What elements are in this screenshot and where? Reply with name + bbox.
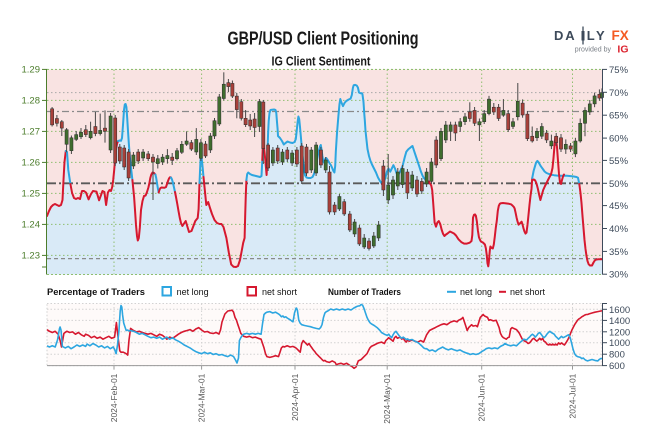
svg-text:800: 800 xyxy=(609,350,625,361)
svg-text:Number of Traders: Number of Traders xyxy=(328,287,401,297)
svg-text:600: 600 xyxy=(609,361,625,372)
svg-text:1.24: 1.24 xyxy=(22,219,41,230)
svg-text:Percentage of Traders: Percentage of Traders xyxy=(47,287,145,297)
svg-text:1600: 1600 xyxy=(609,305,630,316)
svg-text:40%: 40% xyxy=(609,224,629,235)
svg-text:1.29: 1.29 xyxy=(22,64,41,75)
svg-text:net short: net short xyxy=(262,287,298,297)
svg-text:2024-Feb-01: 2024-Feb-01 xyxy=(109,373,119,422)
svg-text:2024-Mar-01: 2024-Mar-01 xyxy=(197,373,207,422)
svg-text:1.26: 1.26 xyxy=(22,157,41,168)
svg-text:net long: net long xyxy=(460,287,492,297)
svg-text:IG: IG xyxy=(617,44,628,56)
svg-text:60%: 60% xyxy=(609,134,629,145)
svg-text:1200: 1200 xyxy=(609,327,630,338)
svg-text:2024-May-01: 2024-May-01 xyxy=(382,373,392,423)
svg-text:65%: 65% xyxy=(609,111,629,122)
svg-text:L: L xyxy=(587,28,595,43)
svg-text:1.23: 1.23 xyxy=(22,250,41,261)
svg-text:55%: 55% xyxy=(609,156,629,167)
svg-text:1.27: 1.27 xyxy=(22,126,41,137)
svg-text:45%: 45% xyxy=(609,201,629,212)
svg-text:provided by: provided by xyxy=(575,47,612,54)
svg-text:A: A xyxy=(565,28,575,43)
svg-text:2024-Apr-01: 2024-Apr-01 xyxy=(290,373,300,421)
svg-text:70%: 70% xyxy=(609,88,629,99)
svg-text:1000: 1000 xyxy=(609,338,630,349)
svg-text:2024-Jun-01: 2024-Jun-01 xyxy=(477,373,487,421)
svg-text:1400: 1400 xyxy=(609,316,630,327)
svg-text:35%: 35% xyxy=(609,247,629,258)
svg-text:30%: 30% xyxy=(609,270,629,281)
svg-text:1.25: 1.25 xyxy=(22,188,41,199)
svg-text:net long: net long xyxy=(177,287,209,297)
svg-text:FX: FX xyxy=(612,28,629,43)
svg-text:1.28: 1.28 xyxy=(22,95,41,106)
svg-text:Y: Y xyxy=(596,28,605,43)
svg-text:2024-Jul-01: 2024-Jul-01 xyxy=(568,373,578,418)
svg-text:50%: 50% xyxy=(609,179,629,190)
svg-text:75%: 75% xyxy=(609,65,629,76)
svg-text:IG Client Sentiment: IG Client Sentiment xyxy=(272,55,372,69)
svg-text:net short: net short xyxy=(510,287,546,297)
svg-text:GBP/USD Client Positioning: GBP/USD Client Positioning xyxy=(228,29,419,49)
svg-text:D: D xyxy=(554,28,563,43)
